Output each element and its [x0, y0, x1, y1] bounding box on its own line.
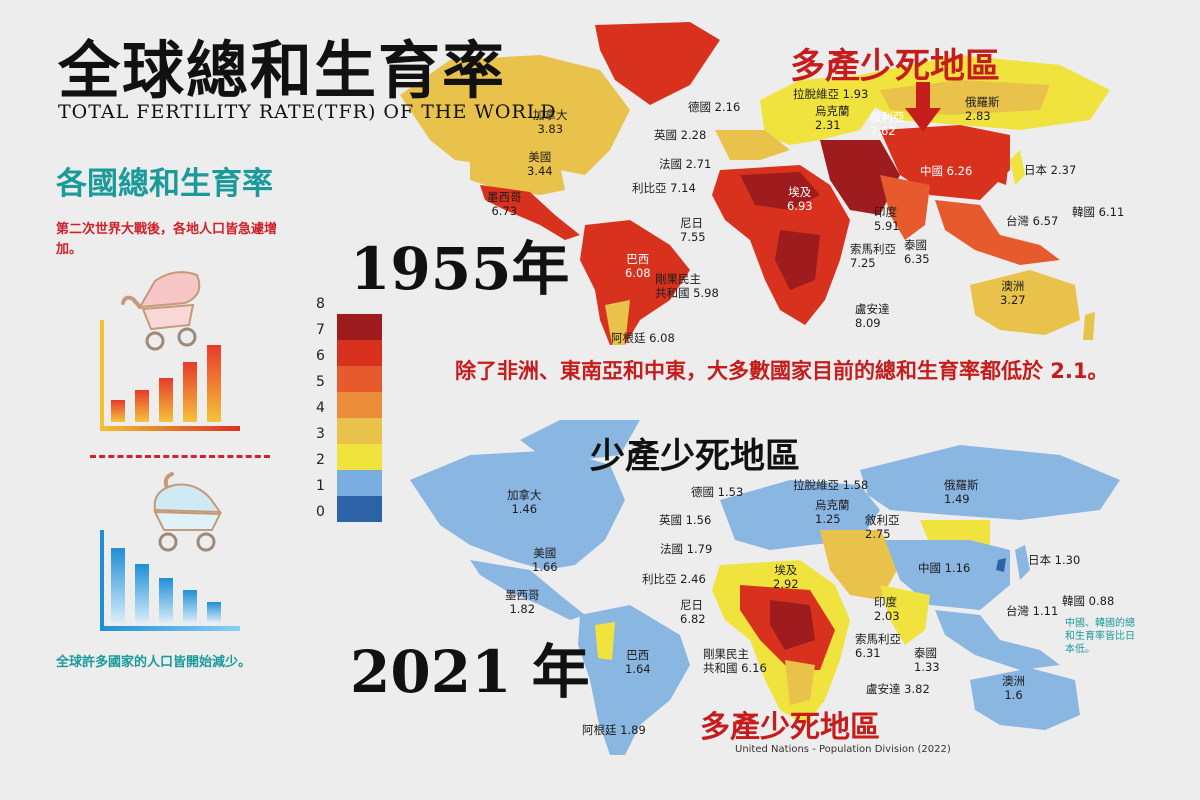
label-2021-usa: 美國 1.66: [532, 546, 558, 574]
label-2021-uk: 英國 1.56: [659, 513, 712, 527]
label-1955-canada: 加拿大 3.83: [533, 108, 568, 136]
label-1955-somalia: 索馬利亞 7.25: [850, 242, 896, 270]
label-2021-germany: 德國 1.53: [691, 485, 744, 499]
label-2021-canada: 加拿大 1.46: [507, 488, 542, 516]
page-subtitle: TOTAL FERTILITY RATE(TFR) OF THE WORLD: [58, 101, 557, 123]
label-2021-somalia: 索馬利亞 6.31: [855, 632, 901, 660]
label-2021-france: 法國 1.79: [660, 542, 713, 556]
label-2021-india: 印度 2.03: [874, 595, 900, 623]
legend-tick: 0: [316, 504, 325, 520]
label-2021-mexico: 墨西哥 1.82: [505, 588, 540, 616]
label-2021-latvia: 拉脫維亞 1.58: [793, 478, 869, 492]
label-2021-china: 中國 1.16: [918, 561, 971, 575]
high-birth-region-label-top: 多產少死地區: [790, 47, 1001, 87]
pink-stroller-icon: [121, 271, 201, 351]
label-2021-uganda: 盧安達 3.82: [866, 682, 930, 696]
source-credit: United Nations - Population Division (20…: [735, 744, 951, 755]
label-2021-korea: 韓國 0.88: [1062, 594, 1115, 608]
year-2021-label: 2021 年: [350, 638, 590, 706]
legend-tick: 2: [316, 452, 325, 468]
label-2021-russia: 俄羅斯 1.49: [944, 478, 979, 506]
section-title: 各國總和生育率: [56, 166, 273, 202]
low-birth-region-label: 少產少死地區: [590, 437, 801, 477]
legend-tick: 7: [316, 322, 325, 338]
label-1955-korea: 韓國 6.11: [1072, 205, 1125, 219]
legend-swatch: [337, 392, 382, 418]
divider-dashes: [90, 455, 270, 458]
label-2021-thailand: 泰國 1.33: [914, 646, 940, 674]
label-2021-brazil: 巴西 1.64: [625, 648, 651, 676]
label-1955-egypt: 埃及 6.93: [787, 185, 813, 213]
east-asia-note: 中國、韓國的總和生育率皆比日本低。: [1065, 618, 1135, 655]
decline-note: 全球許多國家的人口皆開始減少。: [56, 655, 252, 670]
legend-tick: 4: [316, 400, 325, 416]
page-title: 全球總和生育率: [58, 34, 507, 107]
legend-swatch: [337, 340, 382, 366]
label-1955-latvia: 拉脫維亞 1.93: [793, 87, 869, 101]
label-2021-congo: 剛果民主 共和國 6.16: [703, 647, 767, 675]
postwar-note: 第二次世界大戰後，各地人口皆急遽增加。: [56, 222, 278, 257]
legend-swatch: [337, 496, 382, 522]
label-1955-germany: 德國 2.16: [688, 100, 741, 114]
label-1955-taiwan: 台灣 6.57: [1006, 214, 1059, 228]
legend-swatch: [337, 366, 382, 392]
high-birth-region-label-bottom: 多產少死地區: [700, 710, 880, 745]
label-2021-syria: 敘利亞 2.75: [865, 513, 900, 541]
map-2021-shapes: [410, 420, 1120, 755]
legend-swatch: [337, 444, 382, 470]
label-1955-india: 印度 5.91: [874, 205, 900, 233]
label-1955-russia: 俄羅斯 2.83: [965, 95, 1000, 123]
label-2021-niger: 尼日 6.82: [680, 598, 706, 626]
label-2021-japan: 日本 1.30: [1028, 553, 1081, 567]
label-2021-ukraine: 烏克蘭 1.25: [815, 498, 850, 526]
falling-bar-chart-icon: [100, 530, 240, 631]
label-1955-niger: 尼日 7.55: [680, 216, 706, 244]
label-1955-usa: 美國 3.44: [527, 150, 553, 178]
rising-bar-chart-icon: [100, 320, 240, 431]
down-arrow-icon: [905, 82, 941, 132]
year-1955-label: 1955年: [350, 235, 570, 303]
label-1955-france: 法國 2.71: [659, 157, 712, 171]
label-1955-thailand: 泰國 6.35: [904, 238, 930, 266]
legend-tick: 5: [316, 374, 325, 390]
legend-tick: 6: [316, 348, 325, 364]
label-1955-brazil: 巴西 6.08: [625, 252, 651, 280]
legend-swatch: [337, 418, 382, 444]
legend-tick: 1: [316, 478, 325, 494]
callout-text: 除了非洲、東南亞和中東，大多數國家目前的總和生育率都低於 2.1。: [455, 359, 1109, 383]
label-2021-australia: 澳洲 1.6: [1002, 674, 1025, 702]
label-1955-uk: 英國 2.28: [654, 128, 707, 142]
label-1955-japan: 日本 2.37: [1024, 163, 1077, 177]
blue-stroller-icon: [153, 472, 222, 552]
label-2021-egypt: 埃及 2.92: [773, 563, 799, 591]
label-1955-argentina: 阿根廷 6.08: [611, 331, 675, 345]
legend-tick: 3: [316, 426, 325, 442]
label-1955-syria: 敘利亞 7.62: [870, 110, 905, 138]
label-1955-mexico: 墨西哥 6.73: [487, 190, 522, 218]
label-1955-uganda: 盧安達 8.09: [855, 302, 890, 330]
label-1955-ukraine: 烏克蘭 2.31: [815, 104, 850, 132]
label-2021-argentina: 阿根廷 1.89: [582, 723, 646, 737]
legend-swatch: [337, 470, 382, 496]
legend-swatch: [337, 314, 382, 340]
label-1955-congo: 剛果民主 共和國 5.98: [655, 272, 719, 300]
label-1955-china: 中國 6.26: [920, 164, 973, 178]
label-1955-libya: 利比亞 7.14: [632, 181, 696, 195]
label-2021-libya: 利比亞 2.46: [642, 572, 706, 586]
legend-tick: 8: [316, 296, 325, 312]
label-2021-taiwan: 台灣 1.11: [1006, 604, 1059, 618]
label-1955-australia: 澳洲 3.27: [1000, 279, 1026, 307]
